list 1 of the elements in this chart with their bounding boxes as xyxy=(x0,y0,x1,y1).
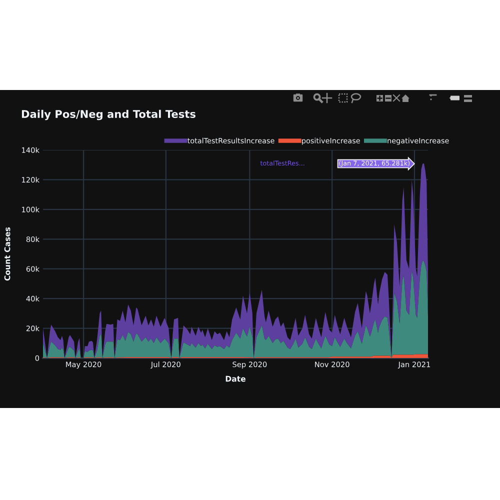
chart-title: Daily Pos/Neg and Total Tests xyxy=(22,110,196,120)
